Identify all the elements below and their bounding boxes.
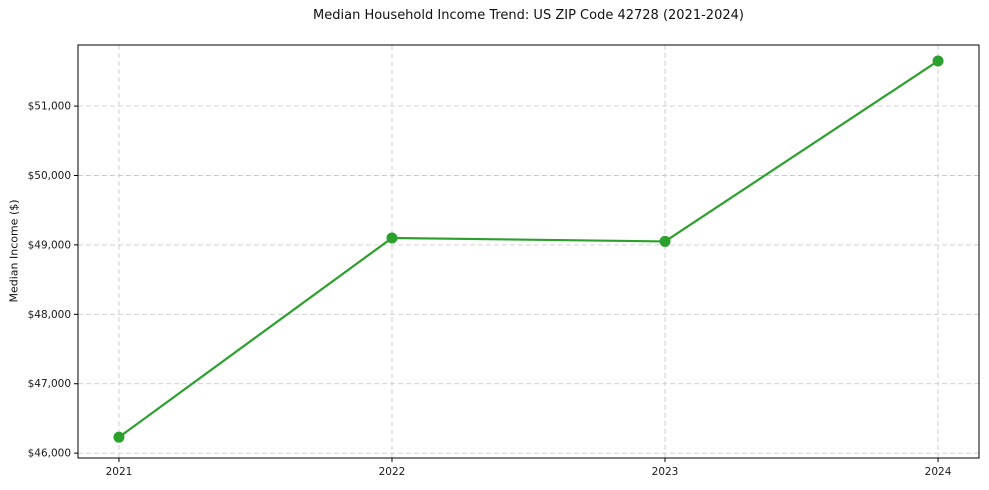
data-point: [386, 232, 398, 244]
x-tick-label: 2024: [925, 466, 952, 478]
x-tick-label: 2021: [106, 466, 133, 478]
x-tick-label: 2022: [379, 466, 406, 478]
trend-line: [117, 59, 940, 439]
y-tick-label: $50,000: [28, 170, 71, 182]
y-tick-label: $51,000: [28, 101, 71, 113]
x-tick-label: 2023: [652, 466, 679, 478]
grid: [78, 45, 979, 458]
data-point: [659, 235, 671, 247]
data-point: [113, 431, 125, 443]
y-tick-label: $47,000: [28, 378, 71, 390]
plot-background: [78, 45, 979, 458]
data-point: [932, 55, 944, 67]
chart-title: Median Household Income Trend: US ZIP Co…: [313, 8, 744, 23]
y-tick-label: $46,000: [28, 448, 71, 460]
plot-border: [77, 44, 980, 459]
y-tick-label: $49,000: [28, 239, 71, 251]
y-tick-label: $48,000: [28, 309, 71, 321]
